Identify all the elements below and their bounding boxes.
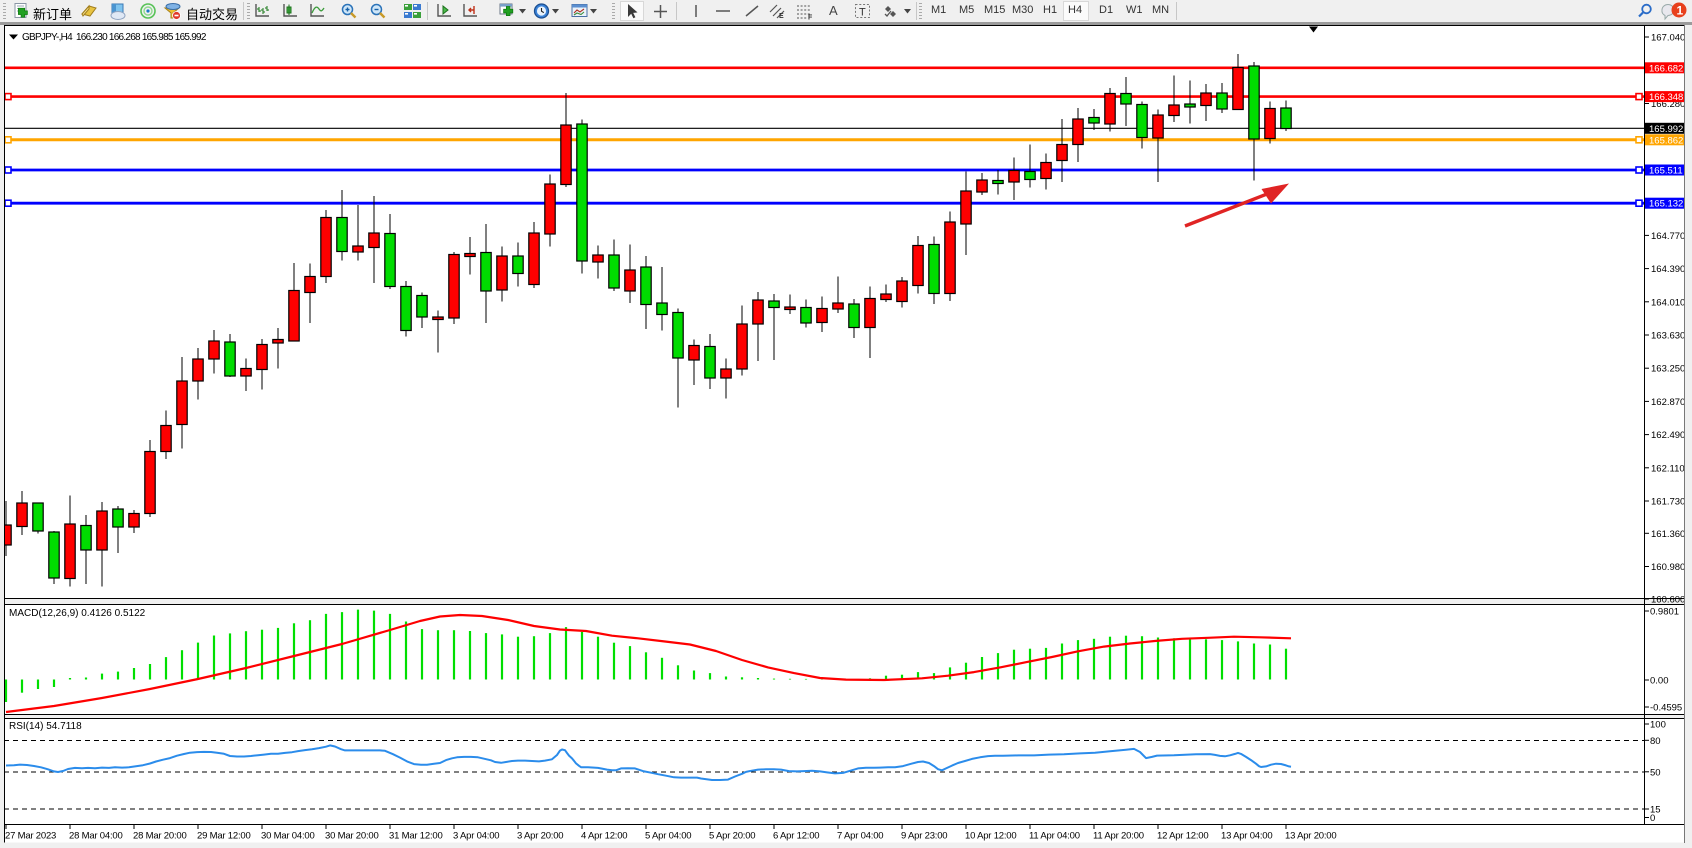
- svg-text:GBPJPY-,H4 166.230 166.268 16: GBPJPY-,H4 166.230 166.268 165.985 165.9…: [22, 32, 207, 43]
- svg-text:163.630: 163.630: [1651, 331, 1685, 342]
- svg-text:3 Apr 04:00: 3 Apr 04:00: [453, 831, 499, 842]
- svg-text:RSI(14) 54.7118: RSI(14) 54.7118: [9, 721, 82, 732]
- svg-text:100: 100: [1650, 720, 1666, 731]
- svg-text:165.992: 165.992: [1649, 124, 1683, 135]
- svg-text:165.132: 165.132: [1649, 199, 1683, 210]
- svg-text:31 Mar 12:00: 31 Mar 12:00: [389, 831, 443, 842]
- svg-text:50: 50: [1650, 767, 1661, 778]
- svg-text:163.250: 163.250: [1651, 364, 1685, 375]
- svg-text:11 Apr 20:00: 11 Apr 20:00: [1093, 831, 1144, 842]
- svg-text:E: E: [779, 13, 784, 20]
- svg-text:162.870: 162.870: [1651, 397, 1685, 408]
- svg-text:166.280: 166.280: [1651, 99, 1685, 110]
- svg-text:167.040: 167.040: [1651, 33, 1685, 44]
- svg-text:T: T: [859, 7, 866, 19]
- svg-text:7 Apr 04:00: 7 Apr 04:00: [837, 831, 883, 842]
- svg-text:MACD(12,26,9) 0.4126 0.5122: MACD(12,26,9) 0.4126 0.5122: [9, 608, 146, 619]
- svg-text:6 Apr 12:00: 6 Apr 12:00: [773, 831, 819, 842]
- svg-text:-0.4595: -0.4595: [1650, 703, 1682, 714]
- svg-text:28 Mar 20:00: 28 Mar 20:00: [133, 831, 187, 842]
- svg-text:161.360: 161.360: [1651, 529, 1685, 540]
- svg-text:166.348: 166.348: [1649, 92, 1683, 103]
- svg-text:162.110: 162.110: [1651, 463, 1685, 474]
- svg-text:166.682: 166.682: [1649, 63, 1683, 74]
- svg-text:9 Apr 23:00: 9 Apr 23:00: [901, 831, 947, 842]
- svg-text:3 Apr 20:00: 3 Apr 20:00: [517, 831, 563, 842]
- svg-text:30 Mar 20:00: 30 Mar 20:00: [325, 831, 379, 842]
- svg-text:160.600: 160.600: [1651, 595, 1685, 606]
- svg-text:12 Apr 12:00: 12 Apr 12:00: [1157, 831, 1208, 842]
- svg-text:162.490: 162.490: [1651, 430, 1685, 441]
- svg-text:1: 1: [1677, 4, 1684, 18]
- svg-text:13 Apr 20:00: 13 Apr 20:00: [1285, 831, 1336, 842]
- svg-text:0.9801: 0.9801: [1650, 607, 1679, 618]
- svg-text:27 Mar 2023: 27 Mar 2023: [5, 831, 56, 842]
- svg-text:5 Apr 04:00: 5 Apr 04:00: [645, 831, 691, 842]
- svg-text:165.862: 165.862: [1649, 135, 1683, 146]
- svg-text:165.511: 165.511: [1649, 166, 1683, 177]
- svg-text:0.00: 0.00: [1650, 676, 1669, 687]
- svg-text:160.980: 160.980: [1651, 562, 1685, 573]
- svg-text:0: 0: [1650, 813, 1655, 824]
- svg-text:30 Mar 04:00: 30 Mar 04:00: [261, 831, 315, 842]
- svg-text:164.010: 164.010: [1651, 297, 1685, 308]
- svg-text:13 Apr 04:00: 13 Apr 04:00: [1221, 831, 1272, 842]
- svg-text:164.390: 164.390: [1651, 264, 1685, 275]
- svg-text:161.730: 161.730: [1651, 497, 1685, 508]
- svg-text:10 Apr 12:00: 10 Apr 12:00: [965, 831, 1016, 842]
- svg-text:164.770: 164.770: [1651, 231, 1685, 242]
- svg-text:15: 15: [1650, 805, 1661, 816]
- svg-text:4 Apr 12:00: 4 Apr 12:00: [581, 831, 627, 842]
- svg-text:28 Mar 04:00: 28 Mar 04:00: [69, 831, 123, 842]
- svg-text:29 Mar 12:00: 29 Mar 12:00: [197, 831, 251, 842]
- svg-text:80: 80: [1650, 736, 1661, 747]
- svg-text:11 Apr 04:00: 11 Apr 04:00: [1029, 831, 1080, 842]
- svg-text:5 Apr 20:00: 5 Apr 20:00: [709, 831, 755, 842]
- svg-text:F: F: [808, 15, 813, 21]
